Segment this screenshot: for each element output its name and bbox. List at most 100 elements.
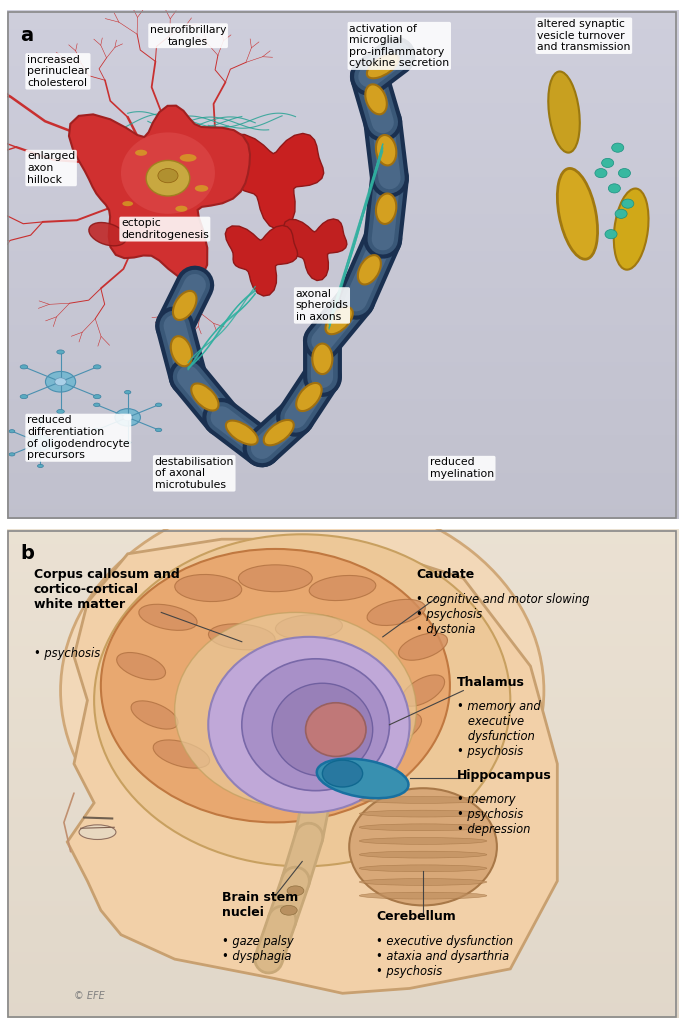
Ellipse shape (29, 435, 52, 451)
Ellipse shape (123, 201, 133, 207)
Ellipse shape (153, 740, 210, 768)
PathPatch shape (67, 539, 558, 993)
Ellipse shape (94, 403, 100, 406)
Ellipse shape (175, 206, 188, 212)
Text: a: a (21, 26, 34, 44)
Ellipse shape (9, 430, 15, 433)
Ellipse shape (359, 851, 487, 858)
Ellipse shape (325, 307, 353, 334)
Ellipse shape (116, 653, 166, 680)
Ellipse shape (115, 409, 140, 426)
Ellipse shape (146, 160, 190, 196)
Ellipse shape (359, 838, 487, 844)
Ellipse shape (66, 452, 72, 456)
Ellipse shape (139, 604, 197, 630)
Ellipse shape (9, 452, 15, 456)
Ellipse shape (36, 440, 45, 446)
Ellipse shape (93, 365, 101, 369)
Text: altered synaptic
vesicle turnover
and transmission: altered synaptic vesicle turnover and tr… (537, 20, 631, 52)
PathPatch shape (225, 225, 298, 296)
Circle shape (622, 199, 634, 209)
PathPatch shape (69, 106, 250, 281)
Ellipse shape (20, 365, 27, 369)
Circle shape (601, 158, 614, 168)
Text: Caudate: Caudate (416, 568, 475, 582)
Text: destabilisation
of axonal
microtubules: destabilisation of axonal microtubules (155, 456, 234, 490)
Ellipse shape (272, 684, 373, 776)
Ellipse shape (175, 613, 416, 808)
Ellipse shape (57, 409, 64, 413)
Ellipse shape (179, 154, 197, 161)
Ellipse shape (208, 636, 410, 812)
Circle shape (595, 169, 607, 178)
Ellipse shape (359, 810, 487, 817)
Ellipse shape (359, 823, 487, 831)
Ellipse shape (275, 615, 342, 639)
Ellipse shape (548, 72, 580, 152)
Ellipse shape (101, 549, 450, 822)
Ellipse shape (131, 701, 178, 729)
Ellipse shape (45, 371, 75, 392)
Ellipse shape (349, 788, 497, 906)
Ellipse shape (66, 430, 72, 433)
Ellipse shape (365, 84, 387, 114)
Ellipse shape (20, 395, 27, 399)
Ellipse shape (242, 659, 390, 791)
Text: Hippocampus: Hippocampus (457, 769, 551, 781)
Circle shape (615, 210, 627, 218)
Text: • psychosis: • psychosis (34, 647, 100, 660)
Ellipse shape (60, 495, 544, 886)
Ellipse shape (125, 391, 131, 394)
Ellipse shape (226, 420, 258, 445)
Ellipse shape (195, 185, 208, 191)
Text: • memory
• psychosis
• depression: • memory • psychosis • depression (457, 794, 530, 836)
Text: Corpus callosum and
cortico-cortical
white matter: Corpus callosum and cortico-cortical whi… (34, 568, 179, 612)
Ellipse shape (93, 395, 101, 399)
Ellipse shape (367, 54, 399, 78)
Circle shape (619, 169, 630, 178)
Ellipse shape (306, 703, 366, 757)
Text: Brain stem
nuclei: Brain stem nuclei (222, 890, 298, 919)
Ellipse shape (359, 892, 487, 900)
Ellipse shape (158, 169, 178, 183)
Ellipse shape (367, 599, 425, 625)
Ellipse shape (121, 133, 215, 214)
Text: ectopic
dendritogenesis: ectopic dendritogenesis (121, 218, 209, 240)
Ellipse shape (173, 291, 197, 320)
Ellipse shape (94, 535, 510, 867)
Text: b: b (21, 544, 34, 563)
Ellipse shape (376, 193, 397, 224)
Ellipse shape (371, 712, 421, 746)
Ellipse shape (401, 674, 445, 706)
Ellipse shape (175, 575, 242, 601)
Ellipse shape (155, 403, 162, 406)
Text: • gaze palsy
• dysphagia: • gaze palsy • dysphagia (222, 934, 293, 962)
Ellipse shape (316, 759, 408, 798)
Text: activation of
microglial
pro-inflammatory
cytokine secretion: activation of microglial pro-inflammator… (349, 24, 449, 68)
Ellipse shape (155, 429, 162, 432)
Ellipse shape (358, 255, 381, 285)
Text: • memory and
   executive
   dysfunction
• psychosis: • memory and executive dysfunction • psy… (457, 700, 540, 759)
Ellipse shape (280, 906, 297, 915)
Text: neurofibrillary
tangles: neurofibrillary tangles (150, 25, 226, 46)
Text: axonal
spheroids
in axons: axonal spheroids in axons (295, 289, 349, 322)
Ellipse shape (89, 222, 126, 246)
Text: increased
perinuclear
cholesterol: increased perinuclear cholesterol (27, 54, 89, 88)
Ellipse shape (558, 169, 597, 259)
Text: • cognitive and motor slowing
• psychosis
• dystonia: • cognitive and motor slowing • psychosi… (416, 593, 590, 636)
Circle shape (612, 143, 624, 152)
Ellipse shape (123, 414, 132, 420)
Ellipse shape (171, 336, 192, 366)
Ellipse shape (614, 188, 649, 269)
Ellipse shape (125, 441, 131, 444)
Ellipse shape (208, 624, 275, 650)
Text: reduced
differentiation
of oligodendrocyte
precursors: reduced differentiation of oligodendrocy… (27, 415, 129, 461)
Ellipse shape (79, 824, 116, 840)
Circle shape (608, 184, 621, 193)
Text: • executive dysfunction
• ataxia and dysarthria
• psychosis: • executive dysfunction • ataxia and dys… (376, 934, 513, 978)
Circle shape (605, 229, 617, 238)
Ellipse shape (238, 564, 312, 592)
Ellipse shape (287, 886, 304, 895)
PathPatch shape (226, 134, 324, 229)
Text: Thalamus: Thalamus (457, 676, 525, 689)
